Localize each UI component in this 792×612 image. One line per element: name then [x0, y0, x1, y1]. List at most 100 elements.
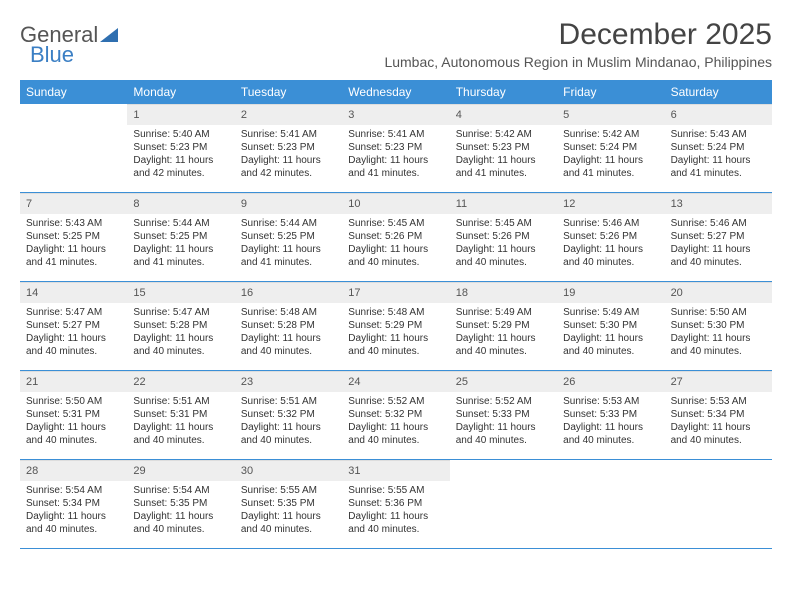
day-body: Sunrise: 5:41 AMSunset: 5:23 PMDaylight:… [235, 125, 342, 186]
day-body: Sunrise: 5:53 AMSunset: 5:34 PMDaylight:… [665, 392, 772, 453]
sunset-text: Sunset: 5:26 PM [456, 230, 551, 243]
day-cell: 22Sunrise: 5:51 AMSunset: 5:31 PMDayligh… [127, 371, 234, 459]
daylight-text: Daylight: 11 hours and 40 minutes. [348, 421, 443, 447]
day-number: 25 [450, 371, 557, 392]
week-row: 7Sunrise: 5:43 AMSunset: 5:25 PMDaylight… [20, 193, 772, 282]
daylight-text: Daylight: 11 hours and 40 minutes. [133, 421, 228, 447]
day-cell: 21Sunrise: 5:50 AMSunset: 5:31 PMDayligh… [20, 371, 127, 459]
day-header: Saturday [665, 80, 772, 104]
day-body: Sunrise: 5:41 AMSunset: 5:23 PMDaylight:… [342, 125, 449, 186]
week-row: 1Sunrise: 5:40 AMSunset: 5:23 PMDaylight… [20, 104, 772, 193]
day-cell [450, 460, 557, 548]
daylight-text: Daylight: 11 hours and 40 minutes. [671, 421, 766, 447]
sunrise-text: Sunrise: 5:49 AM [456, 306, 551, 319]
daylight-text: Daylight: 11 hours and 40 minutes. [348, 332, 443, 358]
day-number: 7 [20, 193, 127, 214]
day-body: Sunrise: 5:50 AMSunset: 5:30 PMDaylight:… [665, 303, 772, 364]
sunset-text: Sunset: 5:23 PM [133, 141, 228, 154]
day-body: Sunrise: 5:47 AMSunset: 5:28 PMDaylight:… [127, 303, 234, 364]
day-number: 6 [665, 104, 772, 125]
sunrise-text: Sunrise: 5:51 AM [133, 395, 228, 408]
day-number [557, 460, 664, 480]
sunrise-text: Sunrise: 5:49 AM [563, 306, 658, 319]
day-header-row: Sunday Monday Tuesday Wednesday Thursday… [20, 80, 772, 104]
logo-text-2: Blue [30, 42, 74, 68]
sunset-text: Sunset: 5:35 PM [133, 497, 228, 510]
day-body: Sunrise: 5:47 AMSunset: 5:27 PMDaylight:… [20, 303, 127, 364]
sunrise-text: Sunrise: 5:53 AM [563, 395, 658, 408]
day-cell: 31Sunrise: 5:55 AMSunset: 5:36 PMDayligh… [342, 460, 449, 548]
sunrise-text: Sunrise: 5:41 AM [241, 128, 336, 141]
sunset-text: Sunset: 5:28 PM [241, 319, 336, 332]
day-body: Sunrise: 5:44 AMSunset: 5:25 PMDaylight:… [127, 214, 234, 275]
sunrise-text: Sunrise: 5:50 AM [671, 306, 766, 319]
sunset-text: Sunset: 5:32 PM [348, 408, 443, 421]
day-cell: 13Sunrise: 5:46 AMSunset: 5:27 PMDayligh… [665, 193, 772, 281]
day-body: Sunrise: 5:52 AMSunset: 5:33 PMDaylight:… [450, 392, 557, 453]
daylight-text: Daylight: 11 hours and 40 minutes. [26, 510, 121, 536]
day-cell: 30Sunrise: 5:55 AMSunset: 5:35 PMDayligh… [235, 460, 342, 548]
day-cell: 27Sunrise: 5:53 AMSunset: 5:34 PMDayligh… [665, 371, 772, 459]
day-cell [557, 460, 664, 548]
daylight-text: Daylight: 11 hours and 41 minutes. [456, 154, 551, 180]
daylight-text: Daylight: 11 hours and 40 minutes. [133, 510, 228, 536]
day-cell: 3Sunrise: 5:41 AMSunset: 5:23 PMDaylight… [342, 104, 449, 192]
sunrise-text: Sunrise: 5:48 AM [348, 306, 443, 319]
day-number: 17 [342, 282, 449, 303]
sunset-text: Sunset: 5:25 PM [241, 230, 336, 243]
daylight-text: Daylight: 11 hours and 40 minutes. [241, 421, 336, 447]
day-body: Sunrise: 5:48 AMSunset: 5:29 PMDaylight:… [342, 303, 449, 364]
day-number [450, 460, 557, 480]
sunrise-text: Sunrise: 5:45 AM [456, 217, 551, 230]
day-cell: 14Sunrise: 5:47 AMSunset: 5:27 PMDayligh… [20, 282, 127, 370]
sunset-text: Sunset: 5:28 PM [133, 319, 228, 332]
day-body: Sunrise: 5:40 AMSunset: 5:23 PMDaylight:… [127, 125, 234, 186]
sunrise-text: Sunrise: 5:52 AM [348, 395, 443, 408]
day-cell: 24Sunrise: 5:52 AMSunset: 5:32 PMDayligh… [342, 371, 449, 459]
daylight-text: Daylight: 11 hours and 40 minutes. [26, 332, 121, 358]
day-number: 14 [20, 282, 127, 303]
day-header: Thursday [450, 80, 557, 104]
day-cell: 29Sunrise: 5:54 AMSunset: 5:35 PMDayligh… [127, 460, 234, 548]
sunset-text: Sunset: 5:26 PM [348, 230, 443, 243]
day-body: Sunrise: 5:49 AMSunset: 5:29 PMDaylight:… [450, 303, 557, 364]
sunset-text: Sunset: 5:24 PM [563, 141, 658, 154]
sunrise-text: Sunrise: 5:54 AM [133, 484, 228, 497]
day-cell: 1Sunrise: 5:40 AMSunset: 5:23 PMDaylight… [127, 104, 234, 192]
sunset-text: Sunset: 5:34 PM [671, 408, 766, 421]
day-cell: 26Sunrise: 5:53 AMSunset: 5:33 PMDayligh… [557, 371, 664, 459]
sunrise-text: Sunrise: 5:43 AM [26, 217, 121, 230]
day-cell [20, 104, 127, 192]
day-number: 21 [20, 371, 127, 392]
day-body: Sunrise: 5:46 AMSunset: 5:27 PMDaylight:… [665, 214, 772, 275]
day-body: Sunrise: 5:48 AMSunset: 5:28 PMDaylight:… [235, 303, 342, 364]
day-body: Sunrise: 5:55 AMSunset: 5:35 PMDaylight:… [235, 481, 342, 542]
sunset-text: Sunset: 5:27 PM [671, 230, 766, 243]
daylight-text: Daylight: 11 hours and 40 minutes. [26, 421, 121, 447]
day-body: Sunrise: 5:50 AMSunset: 5:31 PMDaylight:… [20, 392, 127, 453]
day-number: 19 [557, 282, 664, 303]
day-number: 3 [342, 104, 449, 125]
sunset-text: Sunset: 5:29 PM [348, 319, 443, 332]
day-number: 27 [665, 371, 772, 392]
day-body: Sunrise: 5:55 AMSunset: 5:36 PMDaylight:… [342, 481, 449, 542]
week-row: 14Sunrise: 5:47 AMSunset: 5:27 PMDayligh… [20, 282, 772, 371]
sunset-text: Sunset: 5:24 PM [671, 141, 766, 154]
calendar: Sunday Monday Tuesday Wednesday Thursday… [20, 80, 772, 549]
daylight-text: Daylight: 11 hours and 40 minutes. [563, 243, 658, 269]
day-body: Sunrise: 5:44 AMSunset: 5:25 PMDaylight:… [235, 214, 342, 275]
sunset-text: Sunset: 5:35 PM [241, 497, 336, 510]
daylight-text: Daylight: 11 hours and 40 minutes. [241, 510, 336, 536]
sunrise-text: Sunrise: 5:41 AM [348, 128, 443, 141]
day-cell: 6Sunrise: 5:43 AMSunset: 5:24 PMDaylight… [665, 104, 772, 192]
day-body: Sunrise: 5:53 AMSunset: 5:33 PMDaylight:… [557, 392, 664, 453]
daylight-text: Daylight: 11 hours and 40 minutes. [456, 332, 551, 358]
daylight-text: Daylight: 11 hours and 40 minutes. [348, 510, 443, 536]
day-number: 2 [235, 104, 342, 125]
sunrise-text: Sunrise: 5:47 AM [133, 306, 228, 319]
day-cell: 20Sunrise: 5:50 AMSunset: 5:30 PMDayligh… [665, 282, 772, 370]
daylight-text: Daylight: 11 hours and 41 minutes. [241, 243, 336, 269]
logo-triangle-icon [100, 22, 118, 48]
day-number: 28 [20, 460, 127, 481]
sunrise-text: Sunrise: 5:44 AM [133, 217, 228, 230]
